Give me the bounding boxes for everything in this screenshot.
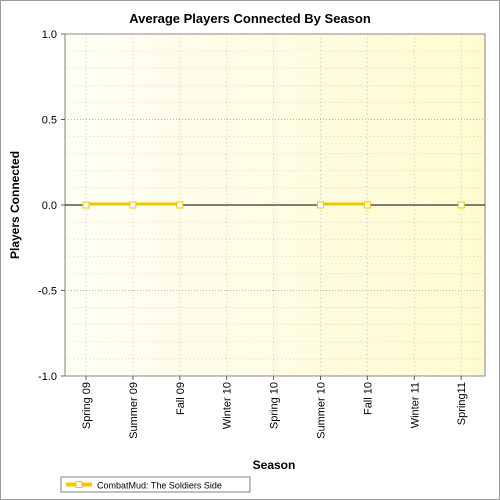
- x-tick-label: Winter 11: [409, 382, 421, 428]
- chart-title: Average Players Connected By Season: [129, 11, 371, 26]
- y-tick-label: 0.5: [42, 115, 57, 127]
- legend-swatch-marker: [75, 481, 83, 488]
- legend-box: [60, 476, 251, 493]
- y-axis-label: Players Connected: [8, 151, 22, 259]
- y-tick-label: 1.0: [42, 29, 57, 41]
- legend-label: CombatMud: The Soldiers Side: [97, 481, 222, 491]
- data-point: [82, 201, 90, 209]
- x-tick-label: Spring11: [456, 382, 468, 425]
- x-tick-label: Spring 10: [269, 382, 281, 429]
- data-point: [363, 201, 371, 209]
- data-point: [457, 201, 465, 209]
- data-point: [317, 201, 324, 209]
- x-tick-label: Spring 09: [81, 382, 93, 429]
- y-tick-label: -0.5: [38, 286, 57, 298]
- x-axis-label: Season: [253, 458, 296, 472]
- x-tick-label: Summer 09: [128, 382, 140, 439]
- y-tick-label: 0.0: [42, 200, 57, 212]
- x-tick-label: Winter 10: [222, 382, 234, 429]
- x-axis: Spring 09 Summer 09 Fall 09 Winter 10 Spring…: [81, 376, 468, 439]
- series-layer: [82, 201, 465, 209]
- y-tick-label: -1.0: [38, 371, 57, 383]
- x-tick-label: Summer 10: [316, 382, 328, 439]
- x-tick-label: Fall 10: [362, 382, 374, 415]
- data-point: [129, 201, 137, 209]
- grid-layer: [65, 33, 485, 377]
- x-tick-label: Fall 09: [175, 382, 187, 415]
- y-axis: 1.0 0.5 0.0 -0.5 -1.0: [38, 29, 65, 383]
- data-point: [176, 201, 184, 209]
- legend: CombatMud: The Soldiers Side: [60, 476, 251, 493]
